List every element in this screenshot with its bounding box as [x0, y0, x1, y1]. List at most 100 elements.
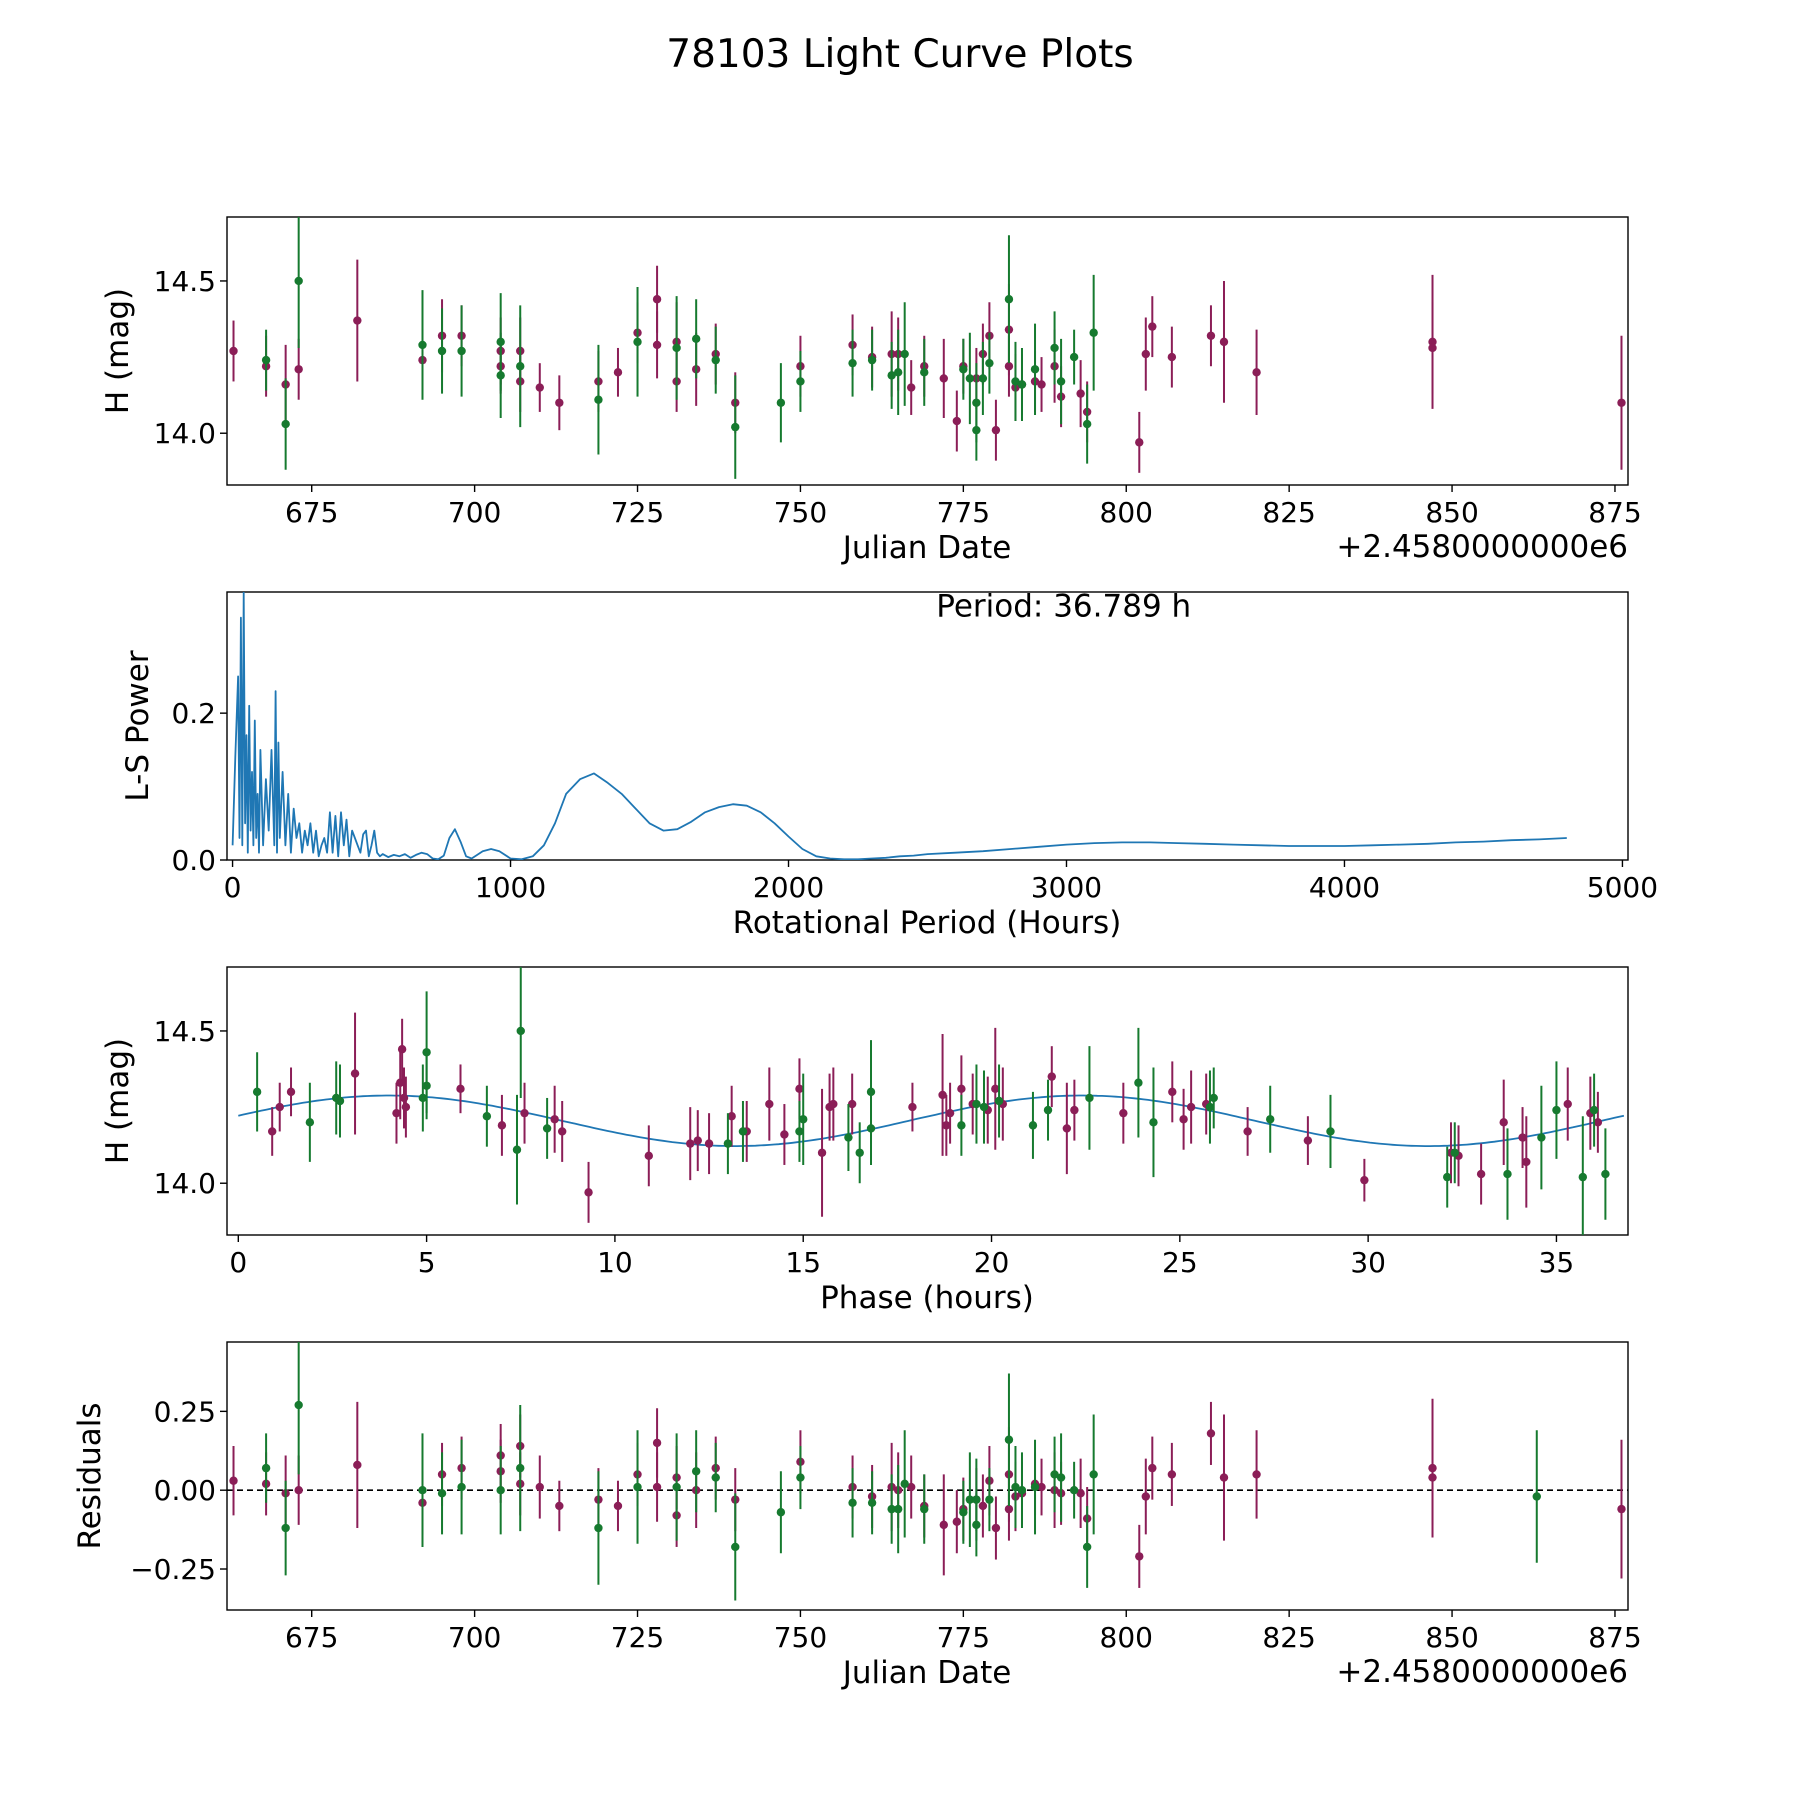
lightcurve-data-point [1037, 380, 1046, 389]
residuals-data-point [1004, 1504, 1014, 1514]
lightcurve-data-point [893, 368, 903, 377]
residuals-data-point [672, 1482, 681, 1492]
phase-data-point [512, 1145, 522, 1154]
residuals-data-point [1017, 1485, 1027, 1495]
phase-data-point [1563, 1099, 1572, 1109]
period-annotation: Period: 36.789 h [936, 589, 1191, 625]
phase-data-point [267, 1127, 277, 1136]
residuals-xtick-label: 675 [285, 1621, 338, 1654]
phase-data-point [1443, 1172, 1452, 1182]
lightcurve-xtick-label: 725 [611, 496, 664, 529]
phase-data-point [497, 1121, 507, 1130]
phase-data-point [644, 1151, 654, 1161]
residuals-xtick-label: 850 [1425, 1621, 1478, 1654]
phase-fit-curve [238, 1094, 1625, 1147]
lightcurve-data-point [900, 349, 909, 359]
phase-data-point [994, 1096, 1004, 1106]
lightcurve-data-point [1011, 377, 1020, 386]
lightcurve-ytick-label: 14.0 [154, 417, 216, 450]
residuals-data-point [1167, 1470, 1177, 1479]
residuals-data-point [978, 1501, 988, 1511]
phase-data-point [1601, 1169, 1610, 1179]
phase-data-point [693, 1136, 702, 1145]
lightcurve-xtick-label: 775 [937, 496, 990, 529]
lightcurve-data-point [796, 377, 805, 386]
residuals-xtick-label: 800 [1100, 1621, 1153, 1654]
lightcurve-data-point [1219, 337, 1229, 347]
phase-data-point [1552, 1105, 1561, 1115]
phase-data-point [1476, 1169, 1486, 1179]
phase-data-point [557, 1127, 567, 1136]
residuals-data-point [496, 1485, 505, 1495]
lightcurve-xtick-label: 825 [1262, 496, 1315, 529]
lightcurve-data-point [711, 355, 720, 365]
lightcurve-data-point [731, 422, 740, 432]
residuals-data-point [516, 1463, 525, 1473]
lightcurve-data-point [1148, 322, 1157, 331]
residuals-axes-frame [226, 1341, 1629, 1611]
periodogram-panel: Rotational Period (Hours) L-S Power Peri… [120, 589, 1658, 941]
phase-data-point [550, 1115, 559, 1124]
periodogram-line [231, 592, 1567, 860]
lightcurve-data-point [939, 374, 948, 383]
periodogram-xtick-label: 4000 [1309, 871, 1380, 904]
residuals-xtick-label: 700 [448, 1621, 501, 1654]
residuals-data-point [920, 1504, 929, 1514]
periodogram-ylabel: L-S Power [120, 650, 156, 801]
residuals-data-point [959, 1508, 968, 1517]
residuals-data-point [294, 1485, 303, 1495]
phase-data-point [1205, 1102, 1215, 1112]
phase-data-point [866, 1124, 876, 1133]
periodogram-ytick-label: 0.0 [171, 844, 216, 877]
periodogram-axes-frame [226, 591, 1629, 861]
lightcurve-data-point [437, 346, 447, 356]
phase-data-point [727, 1112, 736, 1121]
residuals-data-point [1141, 1492, 1150, 1501]
phase-data-point [418, 1093, 428, 1103]
residuals-data-point [229, 1476, 238, 1485]
residuals-data-point [1135, 1552, 1144, 1561]
phase-xtick-label: 25 [1162, 1246, 1198, 1279]
phase-xtick-label: 35 [1539, 1246, 1575, 1279]
lightcurve-data-point [920, 368, 929, 377]
residuals-data-point [418, 1485, 427, 1495]
phase-data-point [335, 1096, 345, 1106]
periodogram-ytick-label: 0.2 [171, 697, 216, 730]
residuals-data-point [1030, 1482, 1040, 1492]
lightcurve-data-point [1030, 365, 1040, 374]
residuals-data-point [1252, 1470, 1261, 1479]
periodogram-xtick-label: 5000 [1587, 871, 1658, 904]
lightcurve-data-point [1004, 362, 1014, 371]
residuals-ytick-label: 0.25 [154, 1395, 216, 1428]
phase-data-point [844, 1133, 853, 1142]
lightcurve-data-point [353, 316, 362, 325]
residuals-data-point [1069, 1485, 1079, 1495]
lightcurve-data-point [959, 365, 968, 374]
lightcurve-data-point [691, 334, 701, 344]
lightcurve-data-point [1056, 377, 1066, 386]
figure-title: 78103 Light Curve Plots [666, 32, 1133, 77]
residuals-offset-text: +2.4580000000e6 [1336, 1654, 1628, 1690]
phase-data-point [795, 1127, 804, 1136]
lightcurve-xtick-label: 700 [448, 496, 501, 529]
phase-data-point [799, 1115, 808, 1124]
residuals-data-point [776, 1508, 786, 1517]
phase-data-point [399, 1093, 409, 1103]
lightcurve-xtick-label: 875 [1588, 496, 1641, 529]
phase-data-point [957, 1084, 966, 1094]
residuals-data-point [1082, 1542, 1092, 1552]
phase-xtick-label: 10 [597, 1246, 633, 1279]
lightcurve-data-point [978, 374, 988, 383]
lightcurve-ylabel: H (mag) [100, 288, 136, 414]
residuals-xtick-label: 825 [1262, 1621, 1315, 1654]
residuals-ylabel: Residuals [72, 1402, 108, 1549]
lightcurve-data-point [1428, 343, 1437, 353]
residuals-data-point [1148, 1463, 1157, 1473]
residuals-data-point [535, 1482, 544, 1492]
phase-data-point [1070, 1105, 1079, 1115]
residuals-data-point [952, 1517, 962, 1526]
phase-data-point [542, 1124, 552, 1133]
phase-data-point [738, 1127, 748, 1136]
phase-data-point [1186, 1102, 1196, 1112]
